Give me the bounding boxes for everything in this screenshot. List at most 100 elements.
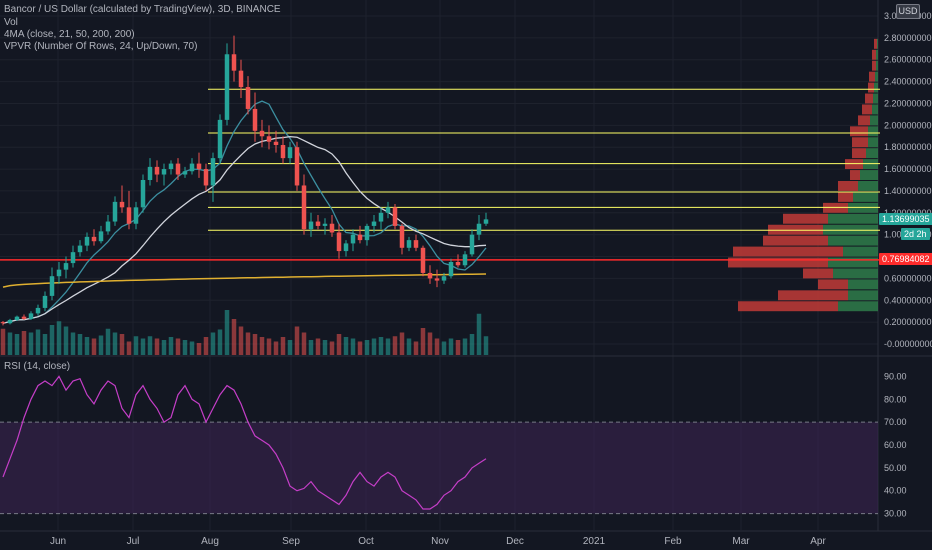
candle-body bbox=[140, 180, 146, 208]
candle bbox=[273, 130, 279, 153]
y-tick-label: 1.40000000 bbox=[884, 186, 932, 196]
candle bbox=[140, 174, 146, 213]
candle-body bbox=[77, 245, 83, 253]
volume-bar bbox=[455, 340, 461, 355]
candle bbox=[483, 212, 489, 226]
vpvr-down-bar bbox=[850, 170, 860, 180]
y-tick-label: 0.60000000 bbox=[884, 273, 932, 283]
vpvr-down-bar bbox=[872, 60, 876, 71]
candle bbox=[441, 272, 447, 284]
vpvr-down-bar bbox=[869, 71, 875, 82]
candle-body bbox=[203, 169, 209, 186]
volume-bar bbox=[42, 334, 48, 355]
candle-body bbox=[462, 254, 468, 266]
vpvr-up-bar bbox=[868, 126, 878, 137]
candle bbox=[147, 158, 153, 186]
ma-legend[interactable]: 4MA (close, 21, 50, 200, 200) bbox=[4, 29, 135, 40]
candle bbox=[21, 314, 27, 320]
rsi-tick-label: 90.00 bbox=[884, 371, 907, 381]
candle-body bbox=[231, 54, 237, 71]
candle-body bbox=[378, 212, 384, 222]
chart-title: Bancor / US Dollar (calculated by Tradin… bbox=[4, 4, 281, 15]
candle-body bbox=[63, 263, 69, 270]
candle bbox=[49, 267, 55, 301]
vpvr-up-bar bbox=[848, 279, 878, 290]
candle bbox=[133, 201, 139, 230]
currency-badge[interactable]: USD bbox=[896, 4, 920, 19]
vpvr-down-bar bbox=[868, 82, 874, 93]
volume-bar bbox=[427, 332, 433, 355]
candle-body bbox=[385, 207, 391, 213]
candle-body bbox=[420, 247, 426, 273]
candle bbox=[28, 311, 34, 320]
candle bbox=[182, 166, 188, 178]
candle bbox=[252, 92, 258, 142]
candle bbox=[168, 160, 174, 175]
candle bbox=[462, 251, 468, 268]
y-tick-label: 2.80000000 bbox=[884, 33, 932, 43]
candle bbox=[434, 269, 440, 288]
candle bbox=[364, 223, 370, 246]
vpvr-down-bar bbox=[838, 191, 853, 202]
volume-bar bbox=[287, 340, 293, 355]
candle bbox=[301, 174, 307, 235]
vpvr-down-bar bbox=[823, 202, 848, 213]
volume-bar bbox=[357, 341, 363, 355]
candle bbox=[329, 214, 335, 237]
volume-bar bbox=[252, 334, 258, 355]
volume-legend[interactable]: Vol bbox=[4, 17, 18, 28]
candle bbox=[217, 114, 223, 164]
vpvr-up-bar bbox=[875, 71, 878, 82]
candle bbox=[14, 315, 20, 322]
volume-bar bbox=[462, 338, 468, 355]
volume-bar bbox=[322, 340, 328, 355]
y-tick-label: 2.20000000 bbox=[884, 98, 932, 108]
volume-bar bbox=[406, 338, 412, 355]
volume-bar bbox=[238, 326, 244, 355]
candle bbox=[413, 234, 419, 252]
volume-bar bbox=[420, 328, 426, 355]
candle bbox=[154, 160, 160, 183]
candle bbox=[420, 245, 426, 277]
candle-body bbox=[161, 169, 167, 175]
vpvr-legend[interactable]: VPVR (Number Of Rows, 24, Up/Down, 70) bbox=[4, 41, 198, 52]
x-tick-label: Oct bbox=[358, 536, 374, 547]
candle bbox=[231, 35, 237, 82]
candle bbox=[245, 76, 251, 115]
candle bbox=[77, 240, 83, 257]
vpvr-down-bar bbox=[818, 279, 848, 290]
candle-body bbox=[266, 136, 272, 142]
y-tick-label: 1.20000000 bbox=[884, 208, 932, 218]
candle-body bbox=[322, 223, 328, 226]
volume-bar bbox=[350, 338, 356, 355]
volume-bar bbox=[203, 337, 209, 355]
x-tick-label: Aug bbox=[201, 536, 219, 547]
candle bbox=[308, 212, 314, 237]
candle-body bbox=[168, 163, 174, 170]
rsi-legend[interactable]: RSI (14, close) bbox=[4, 361, 71, 372]
candle-body bbox=[154, 166, 160, 175]
current-price-tag: 1.13699035 bbox=[879, 213, 932, 225]
candle-body bbox=[175, 163, 181, 175]
candle-body bbox=[133, 207, 139, 224]
candle bbox=[350, 229, 356, 252]
candle-body bbox=[280, 145, 286, 159]
volume-bar bbox=[56, 321, 62, 355]
candle-body bbox=[224, 54, 230, 120]
volume-bar bbox=[385, 338, 391, 355]
candle bbox=[35, 304, 41, 316]
vpvr-up-bar bbox=[877, 38, 878, 49]
candle-body bbox=[434, 278, 440, 281]
volume-bar bbox=[147, 336, 153, 355]
volume-bar bbox=[483, 336, 489, 355]
volume-bar bbox=[259, 337, 265, 355]
candle-body bbox=[196, 163, 202, 170]
candle bbox=[259, 119, 265, 148]
ma-short-line bbox=[2, 100, 487, 324]
volume-bar bbox=[294, 326, 300, 355]
candle bbox=[371, 214, 377, 233]
volume-bar bbox=[231, 319, 237, 355]
rsi-tick-label: 50.00 bbox=[884, 463, 907, 473]
volume-bar bbox=[119, 334, 125, 355]
